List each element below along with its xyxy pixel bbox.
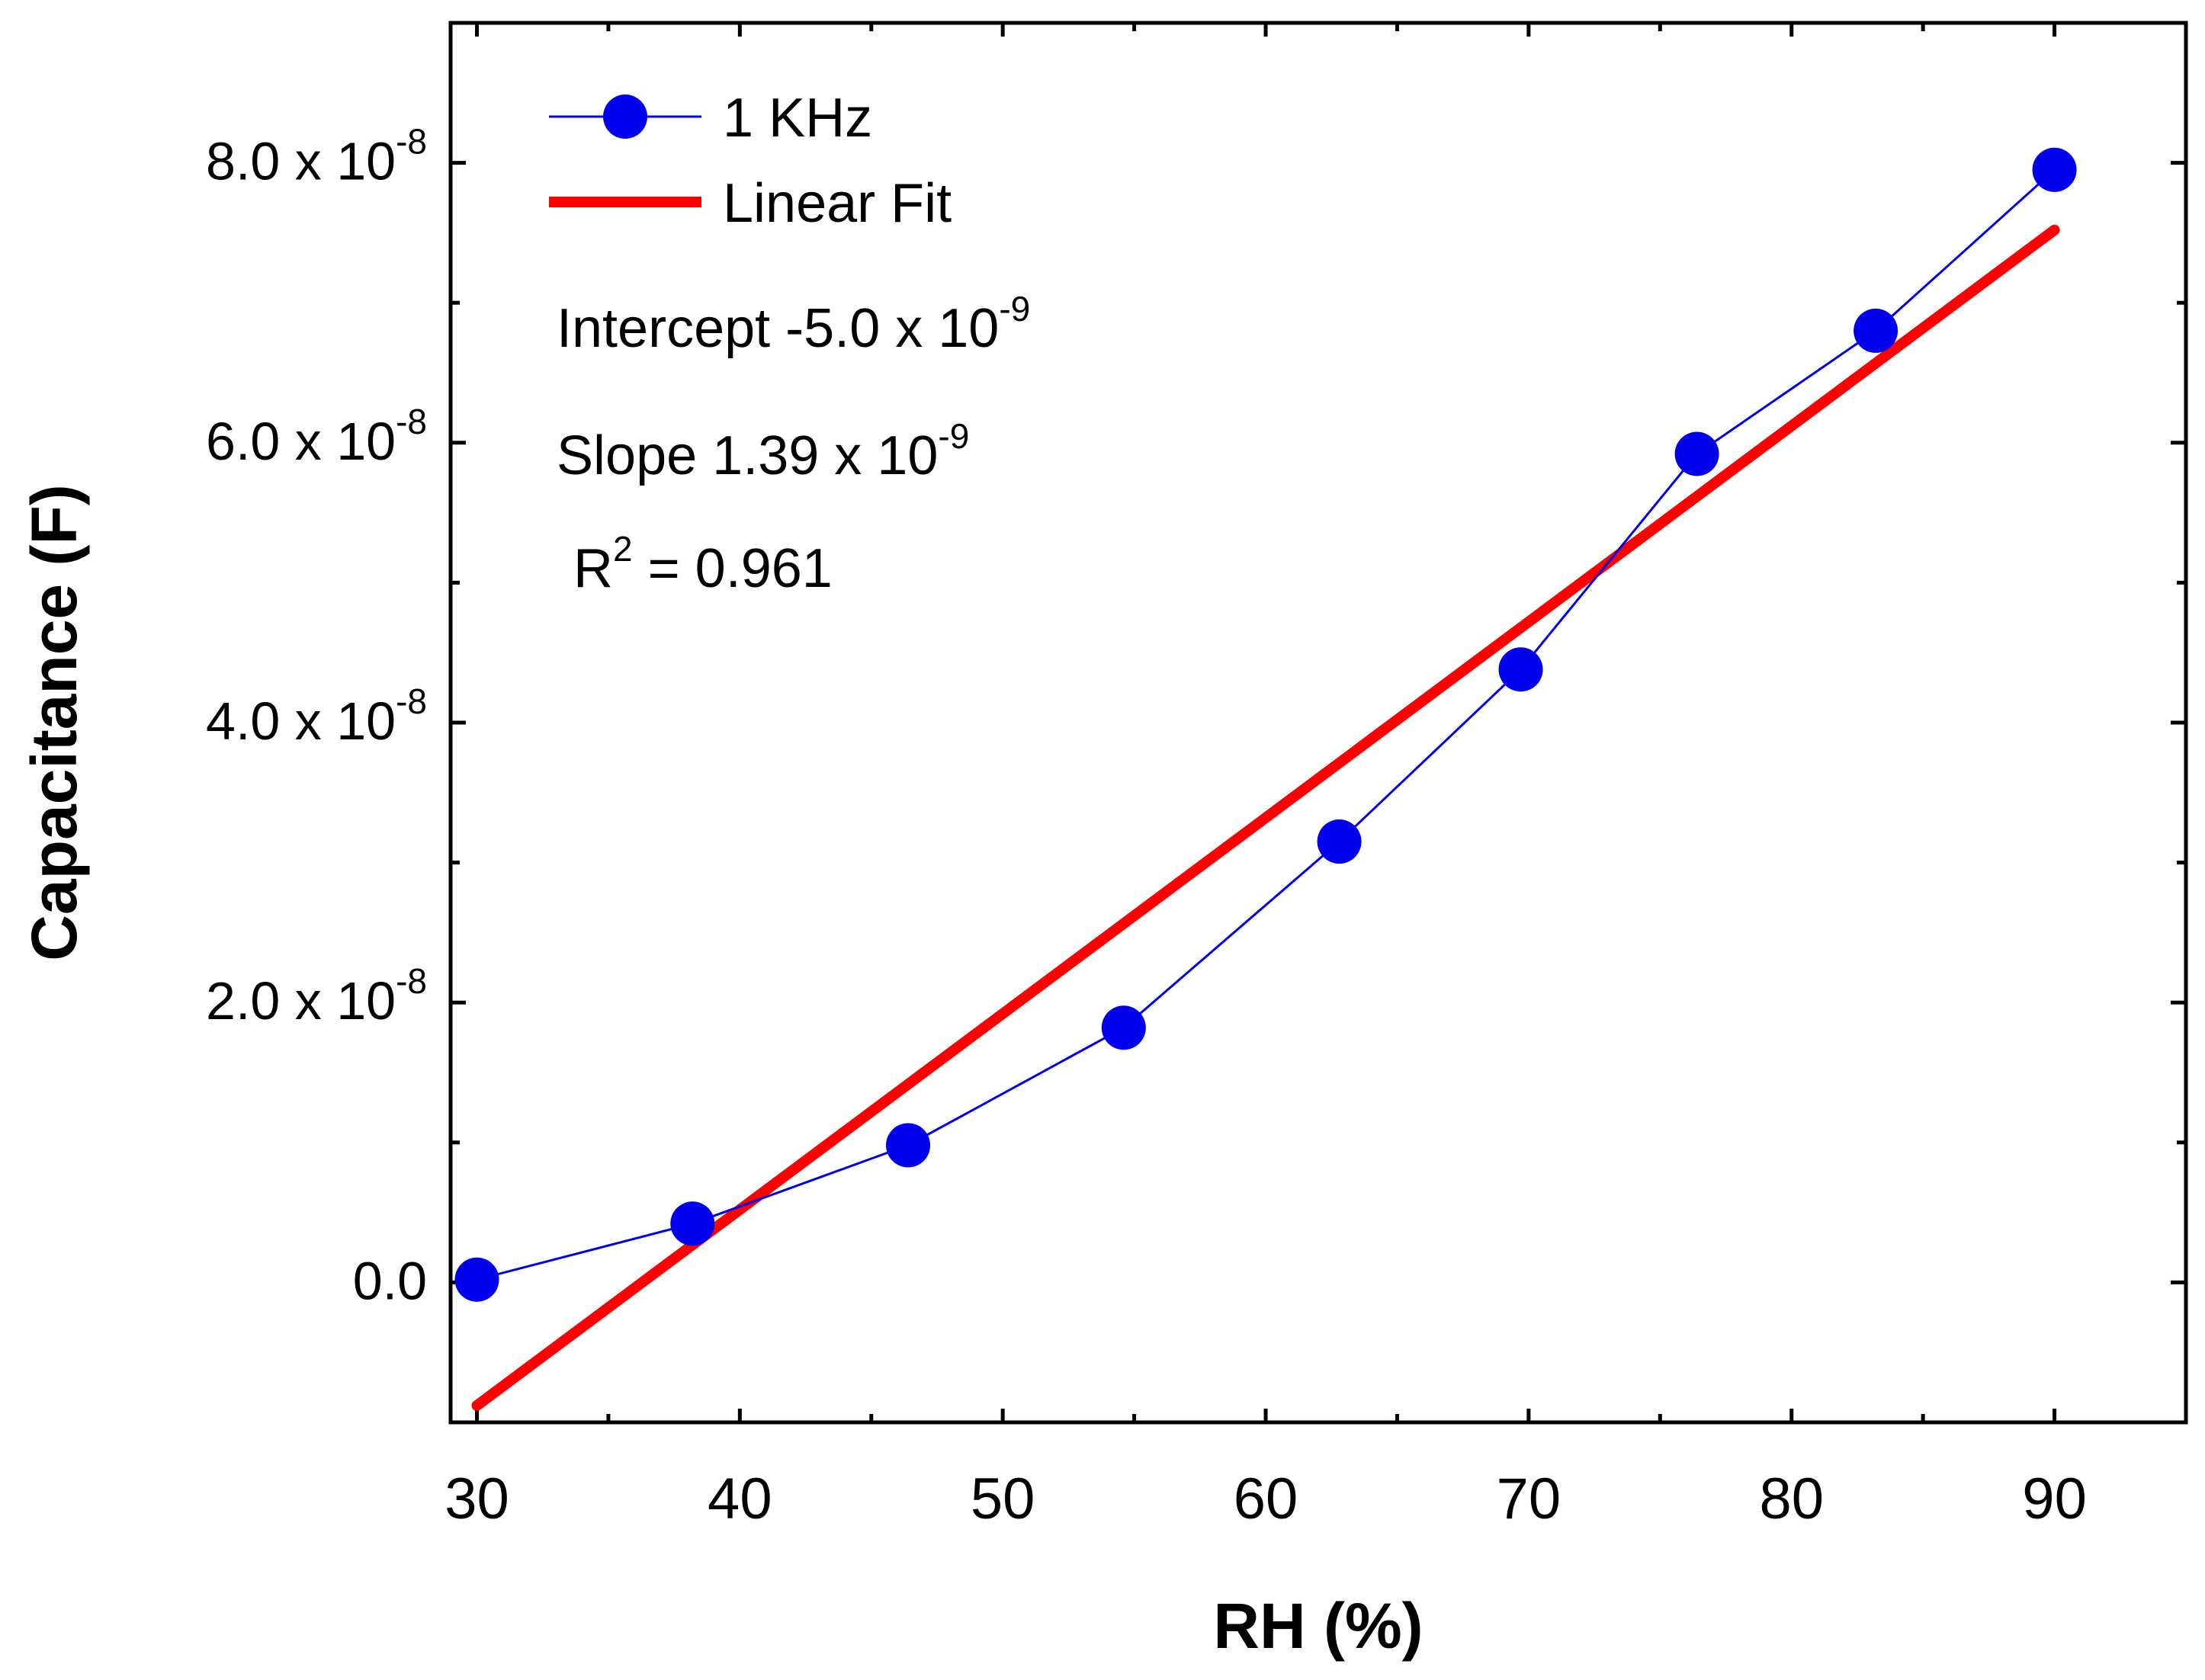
r2-exponent: 2 xyxy=(613,529,633,569)
data-point xyxy=(454,1257,499,1302)
data-point xyxy=(670,1201,715,1246)
r2-value: = 0.961 xyxy=(633,538,833,599)
y-tick-label: 8.0 x 10-8 xyxy=(206,122,427,191)
slope-annotation: Slope 1.39 x 10-9 xyxy=(557,416,969,486)
data-point xyxy=(1317,819,1362,864)
y-tick-exponent: -8 xyxy=(396,961,427,1001)
y-tick-labels: 0.02.0 x 10-84.0 x 10-86.0 x 10-88.0 x 1… xyxy=(206,122,427,1311)
y-tick-label: 6.0 x 10-8 xyxy=(206,402,427,471)
y-tick-mantissa: 4.0 x 10 xyxy=(206,691,396,751)
linear-fit-line xyxy=(471,224,2060,1411)
y-tick-mantissa: 6.0 x 10 xyxy=(206,412,396,471)
legend-fit-label: Linear Fit xyxy=(723,173,952,234)
x-tick-label: 70 xyxy=(1497,1467,1561,1531)
x-tick-label: 60 xyxy=(1234,1467,1298,1531)
intercept-annotation: Intercept -5.0 x 10-9 xyxy=(557,289,1030,359)
data-point xyxy=(1854,308,1898,353)
y-tick-label: 4.0 x 10-8 xyxy=(206,681,427,751)
legend-1khz-label: 1 KHz xyxy=(723,88,872,149)
y-tick-exponent: -8 xyxy=(396,402,427,441)
slope-text: Slope 1.39 x 10 xyxy=(557,425,938,486)
legend: 1 KHz Linear Fit xyxy=(549,88,952,234)
data-point xyxy=(886,1123,931,1168)
y-tick-exponent: -8 xyxy=(396,681,427,721)
x-tick-label: 80 xyxy=(1759,1467,1824,1531)
y-axis-title: Capacitance (F) xyxy=(18,484,90,961)
x-tick-labels: 30 40 50 60 70 80 90 xyxy=(445,1467,2087,1531)
x-tick-label: 50 xyxy=(971,1467,1035,1531)
intercept-text: Intercept -5.0 x 10 xyxy=(557,298,999,359)
y-tick-mantissa: 2.0 x 10 xyxy=(206,971,396,1031)
fit-annotations: Intercept -5.0 x 10-9 Slope 1.39 x 10-9 … xyxy=(557,289,1030,599)
axis-ticks xyxy=(451,21,2186,1425)
x-axis-title: RH (%) xyxy=(1213,1590,1423,1662)
r2-symbol: R xyxy=(573,538,613,599)
y-tick-mantissa: 0.0 xyxy=(353,1251,427,1310)
data-point xyxy=(1674,431,1719,476)
legend-1khz-marker xyxy=(603,95,647,139)
x-tick-label: 90 xyxy=(2022,1467,2087,1531)
y-tick-mantissa: 8.0 x 10 xyxy=(206,132,396,191)
x-tick-label: 30 xyxy=(445,1467,509,1531)
intercept-exponent: -9 xyxy=(999,289,1030,329)
series-1khz-points xyxy=(454,147,2077,1302)
data-point xyxy=(1101,1005,1146,1050)
data-point xyxy=(1498,647,1543,692)
y-tick-label: 2.0 x 10-8 xyxy=(206,961,427,1031)
y-tick-exponent: -8 xyxy=(396,122,427,162)
r2-annotation: R2 = 0.961 xyxy=(573,529,833,599)
data-point xyxy=(2032,147,2077,192)
x-tick-label: 40 xyxy=(708,1467,772,1531)
y-tick-label: 0.0 xyxy=(353,1251,427,1310)
slope-exponent: -9 xyxy=(938,416,969,456)
